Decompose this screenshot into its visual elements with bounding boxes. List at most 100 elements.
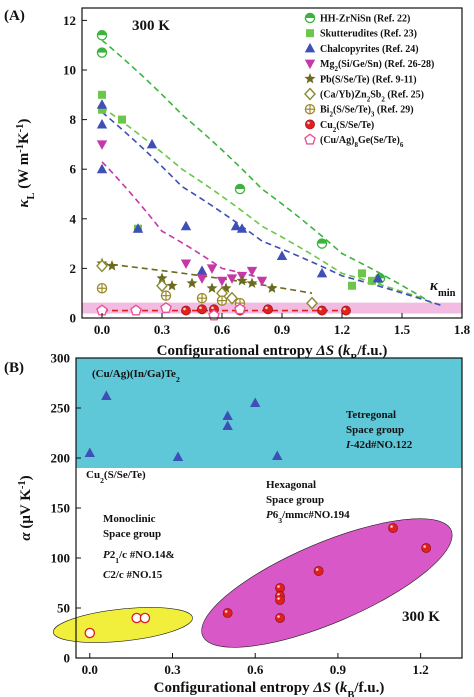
- point-b-s0-3-shape: [222, 410, 233, 420]
- legend-marker-a-7-shine: [307, 121, 310, 125]
- y-tick-label-b-1: 50: [57, 601, 70, 616]
- point-a-s3-0-shape: [96, 140, 108, 150]
- monoclinic-line-2-part: 1: [115, 556, 119, 565]
- point-a-s0-1: [96, 47, 108, 58]
- x-axis-label-a: Configurational entropy ΔS (kB/f.u.): [157, 343, 388, 364]
- point-a-s8-2: [160, 301, 172, 314]
- cu2-compound-label-part: 2: [100, 476, 104, 485]
- point-a-s5-4: [306, 296, 318, 310]
- point-a-s3-0: [96, 140, 108, 150]
- legend-marker-a-7: [305, 119, 315, 130]
- point-a-s7-4-shine: [265, 306, 268, 310]
- x-axis-label-b-part: B: [347, 690, 354, 697]
- x-tick-label-a-4: 1.2: [334, 322, 350, 337]
- point-a-s2-10-shape: [316, 267, 328, 278]
- point-a-s7-4-shape: [263, 304, 273, 315]
- y-tick-label-a-0: 0: [70, 311, 77, 326]
- monoclinic-line-2-part: /c #NO.14&: [118, 549, 175, 561]
- point-a-s4-4: [186, 277, 198, 288]
- y-axis-label-b-part: (μV K: [18, 489, 34, 533]
- point-a-s2-4: [146, 138, 158, 149]
- point-b-s1-5-shine: [315, 568, 319, 571]
- point-a-s2-5: [180, 220, 192, 231]
- y-axis-label-a-part: (W m: [16, 152, 32, 192]
- x-axis-label-a-part: /f.u.): [356, 343, 387, 359]
- point-a-s3-7-shape: [246, 266, 258, 277]
- kappa-min-label: κmin: [430, 278, 456, 299]
- point-b-s0-2: [172, 451, 184, 461]
- point-a-s2-5-shape: [180, 220, 192, 231]
- legend-marker-a-8-shape: [304, 133, 316, 145]
- tetragonal-line-2: I-42d#NO.122: [345, 439, 413, 451]
- tetragonal-line-2-part: -42d#NO.122: [350, 439, 413, 451]
- x-axis-label-b-part: k: [340, 680, 348, 696]
- point-a-s4-5: [206, 282, 218, 293]
- y-axis-label-a-part: κ: [16, 198, 32, 207]
- point-a-s1-4: [348, 281, 356, 290]
- legend-label-a-2: Chalcopyrites (Ref. 24): [320, 44, 419, 55]
- point-a-s2-0: [96, 99, 108, 109]
- y-tick-label-a-1: 2: [70, 261, 77, 276]
- y-axis-label-b-part: -1: [17, 480, 28, 489]
- point-a-s4-1-shape: [106, 260, 118, 271]
- point-a-s4-9: [266, 282, 278, 293]
- point-a-s5-3-shape: [226, 291, 238, 305]
- point-b-s1-6-shape: [388, 523, 398, 533]
- legend-label-a-4: Pb(S/Se/Te) (Ref. 9-11): [320, 74, 417, 85]
- legend-label-a-6-part: (Ref. 29): [374, 105, 413, 116]
- cu2-compound-label: Cu2(S/Se/Te): [86, 469, 146, 485]
- point-a-s3-4-shape: [216, 276, 228, 287]
- legend-label-a-3-part: 2: [334, 65, 338, 73]
- hexagonal-line-2-part: P: [266, 509, 273, 521]
- point-a-s7-5: [317, 305, 327, 316]
- point-b-s0-5-shape: [250, 397, 261, 407]
- point-b-s2-2-shape: [139, 612, 151, 624]
- legend-label-a-7-part: (S/Se/Te): [336, 120, 374, 131]
- hexagonal-line-2-part: /mmc#NO.194: [281, 509, 350, 521]
- point-a-s7-1-shape: [197, 304, 207, 315]
- hexagonal-line-2-part: 3: [278, 516, 282, 525]
- y-tick-label-b-6: 300: [51, 351, 71, 366]
- legend-marker-a-3-shape: [304, 59, 316, 70]
- y-tick-label-a-3: 6: [70, 162, 77, 177]
- point-a-s1-0-shape: [98, 90, 106, 99]
- point-b-s1-4-shine: [277, 615, 280, 618]
- x-tick-label-b-3: 0.9: [330, 662, 347, 677]
- point-b-s0-6: [272, 450, 283, 460]
- point-a-s6-3: [216, 295, 228, 306]
- y-axis-label-a-part: ): [16, 119, 32, 124]
- monoclinic-line-2: P21/c #NO.14&: [103, 549, 175, 565]
- point-b-s1-3-shine: [277, 597, 280, 600]
- tetragonal-compound-label-part: 2: [176, 375, 180, 384]
- point-a-s1-1-shape: [98, 105, 106, 114]
- point-a-s2-8: [236, 223, 248, 233]
- point-b-s0-0-shape: [84, 447, 95, 457]
- x-axis-label-b-part: (: [331, 680, 340, 696]
- point-b-s1-2-shine: [277, 593, 280, 596]
- kappa-min-label-part: κ: [430, 278, 439, 294]
- point-a-s1-4-shape: [348, 281, 356, 290]
- point-b-s2-0: [84, 627, 96, 639]
- point-b-s0-5: [250, 397, 261, 407]
- y-tick-label-b-2: 100: [51, 551, 71, 566]
- y-tick-label-b-0: 0: [64, 651, 71, 666]
- point-b-s0-1: [101, 390, 112, 400]
- hexagonal-line-2-part: 6: [273, 509, 279, 521]
- legend-marker-a-0-half: [305, 13, 315, 18]
- point-a-s3-1: [180, 259, 192, 269]
- x-axis-label-a-part: k: [343, 343, 351, 359]
- point-a-s2-0-shape: [96, 99, 108, 109]
- y-axis-label-b-part: α: [18, 532, 34, 541]
- point-a-s5-0-shape: [96, 259, 108, 273]
- legend-label-a-5-part: Sb: [370, 90, 382, 101]
- point-a-s2-3: [132, 223, 144, 233]
- point-a-s3-4: [216, 276, 228, 287]
- point-a-s0-3-half: [317, 239, 327, 244]
- monoclinic-line-3-part: 2/c #NO.15: [110, 569, 162, 581]
- y-axis-label-b: α (μV K-1): [17, 475, 35, 540]
- point-a-s5-1-shape: [156, 279, 168, 293]
- point-a-s0-1-half: [97, 48, 107, 53]
- point-a-s2-3-shape: [132, 223, 144, 233]
- x-axis-label-a-part: ΔS: [315, 343, 334, 359]
- legend-label-a-0-part: HH-ZrNiSn (Ref. 22): [320, 14, 410, 25]
